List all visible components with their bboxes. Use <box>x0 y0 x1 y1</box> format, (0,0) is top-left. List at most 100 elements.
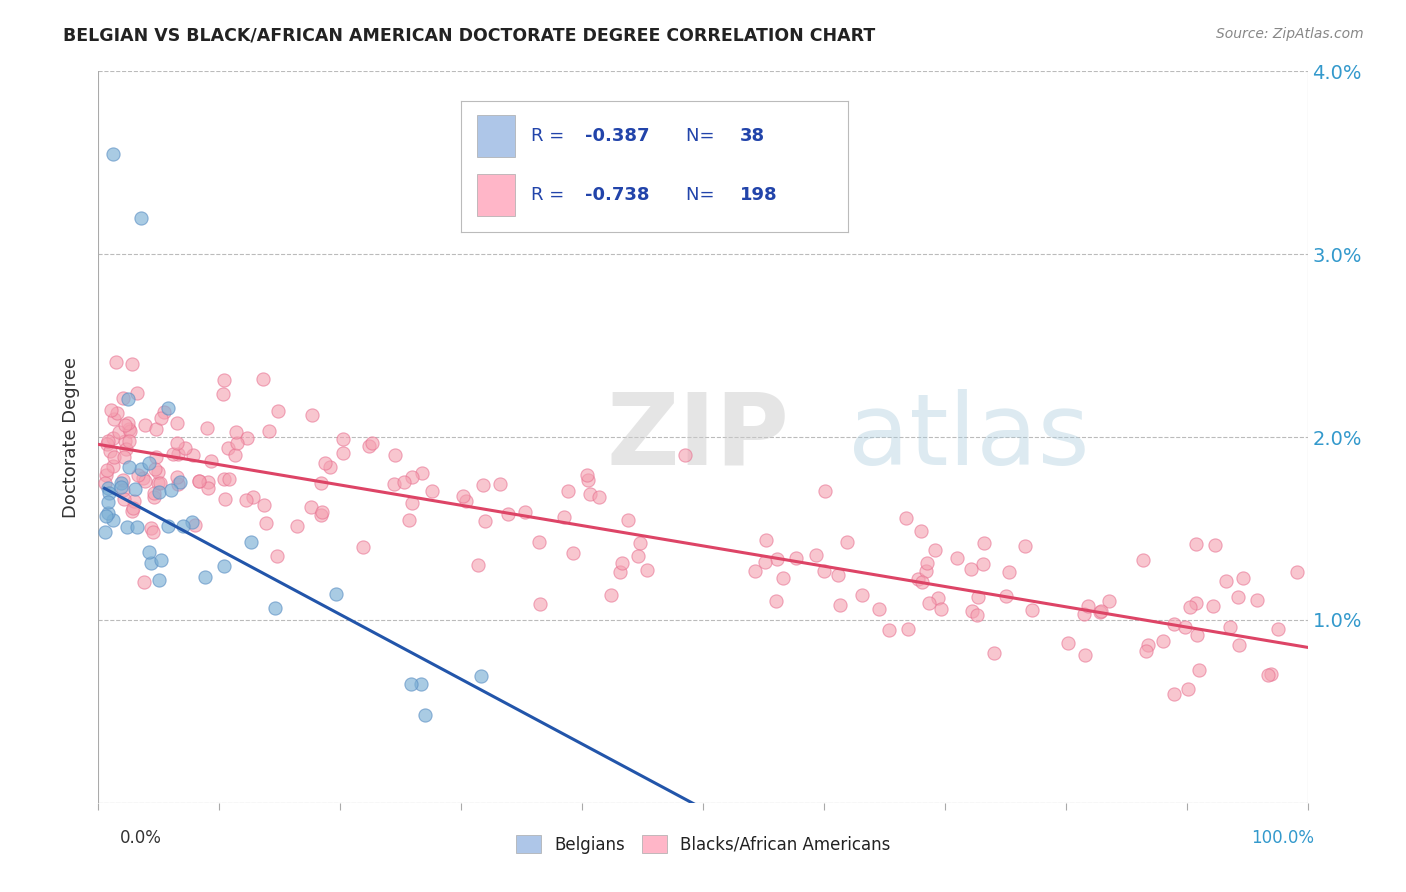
Point <box>112 474 135 488</box>
Point <box>828 598 851 612</box>
Point <box>1204 538 1226 552</box>
Point <box>149 411 172 425</box>
Point <box>806 548 828 562</box>
Point <box>1260 666 1282 681</box>
Point <box>1178 599 1201 614</box>
Point <box>143 462 166 476</box>
Point <box>156 519 179 533</box>
Text: 0.0%: 0.0% <box>120 829 162 847</box>
Point <box>1088 605 1111 619</box>
Point <box>121 500 143 515</box>
Point <box>149 553 172 567</box>
Point <box>398 513 420 527</box>
Point <box>1219 620 1241 634</box>
Point <box>217 442 239 456</box>
Point <box>121 357 143 371</box>
Point <box>125 520 148 534</box>
Point <box>212 559 235 574</box>
Point <box>918 596 941 610</box>
Point <box>401 470 423 484</box>
Point <box>254 516 277 531</box>
Point <box>1184 596 1206 610</box>
Point <box>851 588 873 602</box>
Point <box>1174 620 1197 634</box>
Point <box>112 491 135 506</box>
Point <box>105 406 128 420</box>
Point <box>98 444 121 458</box>
Point <box>264 600 287 615</box>
Point <box>911 574 934 589</box>
Point <box>576 468 599 483</box>
Point <box>1132 553 1154 567</box>
Point <box>197 475 219 489</box>
Point <box>915 564 938 578</box>
Point <box>411 467 433 481</box>
Point <box>612 556 634 570</box>
Point <box>96 437 118 451</box>
Point <box>628 536 651 550</box>
Point <box>579 487 602 501</box>
Point <box>1232 571 1254 585</box>
Point <box>146 476 169 491</box>
Point <box>132 471 155 485</box>
Point <box>174 441 197 455</box>
Point <box>309 508 332 522</box>
Point <box>96 506 118 520</box>
Point <box>814 483 837 498</box>
Point <box>101 146 124 161</box>
Point <box>139 556 162 570</box>
Point <box>96 468 118 483</box>
Point <box>127 386 149 401</box>
Point <box>754 555 776 569</box>
Point <box>409 676 432 690</box>
Point <box>1185 628 1208 642</box>
Point <box>973 536 995 550</box>
Text: ZIP: ZIP <box>606 389 789 485</box>
Point <box>311 505 333 519</box>
Point <box>931 601 953 615</box>
Point <box>103 450 125 464</box>
Point <box>252 372 274 386</box>
Point <box>195 421 218 435</box>
Point <box>827 568 849 582</box>
Point <box>1057 636 1080 650</box>
Point <box>167 477 190 491</box>
Text: BELGIAN VS BLACK/AFRICAN AMERICAN DOCTORATE DEGREE CORRELATION CHART: BELGIAN VS BLACK/AFRICAN AMERICAN DOCTOR… <box>63 27 876 45</box>
Point <box>118 459 141 474</box>
Point <box>108 425 131 439</box>
Point <box>166 469 188 483</box>
Point <box>117 392 139 406</box>
Point <box>1267 623 1289 637</box>
Point <box>301 408 323 422</box>
Point <box>627 549 650 564</box>
Point <box>124 493 146 508</box>
Point <box>112 391 135 405</box>
Point <box>118 434 141 449</box>
Point <box>910 524 932 538</box>
Point <box>184 518 207 533</box>
Point <box>1136 638 1159 652</box>
Point <box>765 594 787 608</box>
Point <box>160 483 183 498</box>
Point <box>94 525 117 540</box>
Point <box>115 519 138 533</box>
Point <box>744 564 766 578</box>
Point <box>94 475 117 490</box>
Point <box>588 490 610 504</box>
Point <box>1257 667 1279 681</box>
Point <box>960 562 983 576</box>
Point <box>156 401 179 415</box>
Point <box>114 418 136 433</box>
Point <box>112 450 135 464</box>
Point <box>966 590 988 604</box>
Point <box>114 434 136 449</box>
Point <box>121 504 143 518</box>
Point <box>236 431 259 445</box>
Point <box>96 481 118 495</box>
Text: atlas: atlas <box>848 389 1090 485</box>
Point <box>235 493 257 508</box>
Point <box>907 572 929 586</box>
Point <box>148 573 170 587</box>
Point <box>1152 634 1174 648</box>
Point <box>162 447 184 461</box>
